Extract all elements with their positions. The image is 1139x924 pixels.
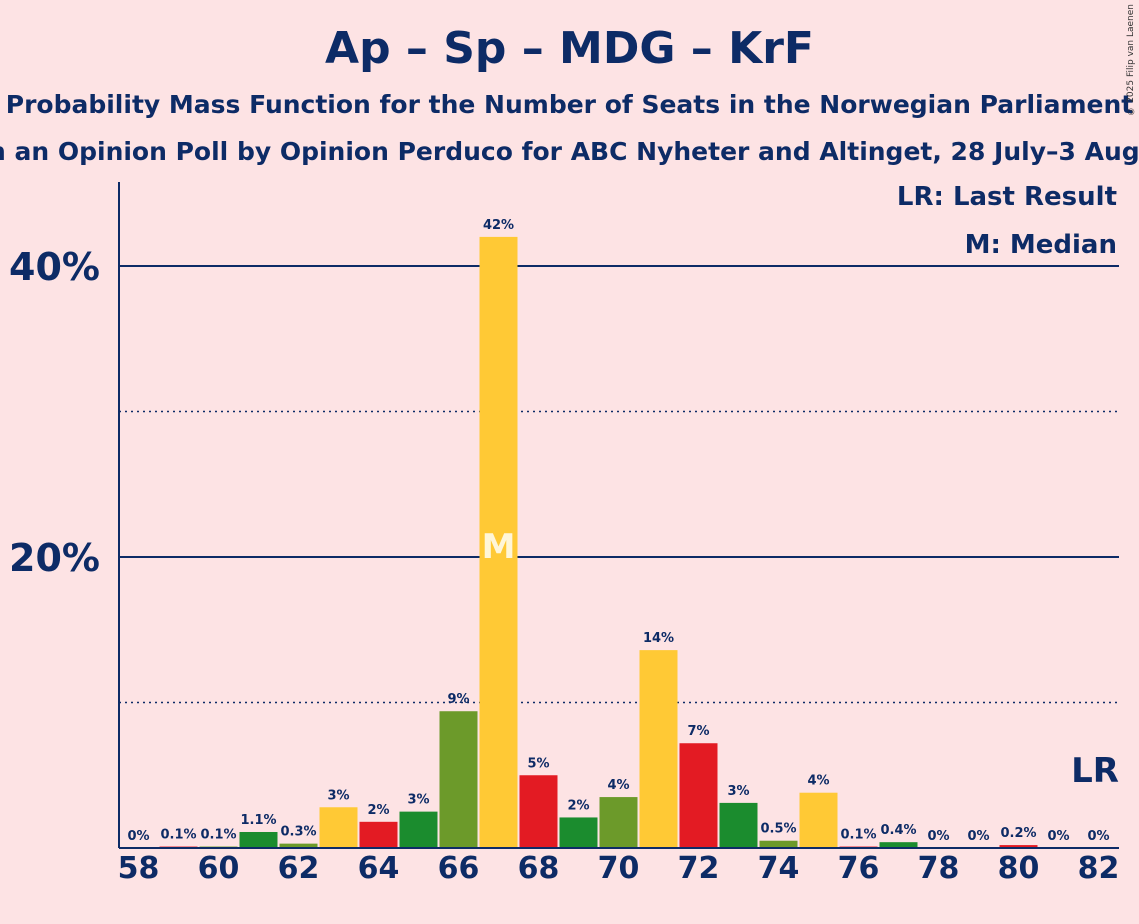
x-tick-label: 68	[518, 851, 560, 886]
bar-label-seat-70: 4%	[607, 778, 629, 793]
bar-label-seat-76: 0.1%	[840, 828, 876, 843]
bar-label-seat-81: 0%	[1047, 829, 1069, 844]
bar-seat-75	[799, 792, 838, 848]
bar-label-seat-62: 0.3%	[280, 825, 316, 840]
bar-label-seat-63: 3%	[327, 788, 349, 803]
bar-label-seat-74: 0.5%	[760, 822, 796, 837]
tick-labels: 20% 40% 58 60 62 64 66 68 70 72 74 76 78 80 82	[9, 245, 1119, 886]
chart-source-text: Based on an Opinion Poll by Opinion Perd…	[0, 137, 1139, 166]
bar-seat-77	[879, 842, 918, 848]
bar-label-seat-71: 14%	[643, 631, 674, 646]
y-tick-label: 40%	[9, 245, 100, 289]
bar-label-seat-67: 42%	[483, 218, 514, 233]
bar-label-seat-72: 7%	[687, 724, 709, 739]
x-tick-label: 66	[438, 851, 480, 886]
bar-seat-65	[399, 811, 438, 848]
bar-label-seat-73: 3%	[727, 784, 749, 799]
chart-title: Ap – Sp – MDG – KrF	[325, 23, 814, 74]
x-tick-label: 72	[678, 851, 720, 886]
chart-source: Based on an Opinion Poll by Opinion Perd…	[0, 134, 1139, 170]
copyright-notice: © 2025 Filip van Laenen	[1126, 4, 1136, 116]
x-tick-label: 82	[1078, 851, 1120, 886]
bar-seat-71	[639, 650, 678, 848]
chart-subtitle: Probability Mass Function for the Number…	[5, 90, 1134, 119]
x-tick-label: 64	[358, 851, 400, 886]
bar-label-seat-66: 9%	[447, 692, 469, 707]
x-tick-label: 70	[598, 851, 640, 886]
legend-last-result: LR: Last Result	[896, 182, 1117, 212]
markers: M LR	[482, 527, 1119, 791]
bar-label-seat-77: 0.4%	[880, 823, 916, 838]
bar-value-labels: 0% 0.1% 0.1% 1.1% 0.3% 3% 2% 3% 9% 42% 5% 2% 4% 14% 7%…	[127, 218, 1109, 844]
bar-seat-61	[239, 831, 278, 848]
bar-label-seat-64: 2%	[367, 803, 389, 818]
x-tick-label: 58	[118, 851, 160, 886]
bar-seat-64	[359, 821, 398, 848]
bar-seat-62	[279, 843, 318, 848]
x-tick-label: 74	[758, 851, 800, 886]
bar-label-seat-75: 4%	[807, 774, 829, 789]
bars	[159, 236, 1038, 848]
bar-seat-70	[599, 797, 638, 848]
bar-label-seat-82: 0%	[1087, 829, 1109, 844]
x-tick-label: 76	[838, 851, 880, 886]
bar-label-seat-60: 0.1%	[200, 828, 236, 843]
bar-seat-68	[519, 775, 558, 848]
bar-label-seat-78: 0%	[927, 829, 949, 844]
bar-seat-74	[759, 840, 798, 848]
bar-seat-72	[679, 743, 718, 848]
bar-seat-73	[719, 802, 758, 848]
y-tick-label: 20%	[9, 536, 100, 580]
axes	[118, 182, 1119, 849]
bar-seat-69	[559, 817, 598, 848]
legend-median: M: Median	[964, 230, 1117, 260]
x-tick-label: 78	[918, 851, 960, 886]
bar-label-seat-65: 3%	[407, 793, 429, 808]
bar-label-seat-61: 1.1%	[240, 813, 276, 828]
gridlines	[119, 265, 1119, 704]
bar-label-seat-68: 5%	[527, 756, 549, 771]
x-tick-label: 62	[278, 851, 320, 886]
bar-seat-63	[319, 807, 358, 848]
bar-label-seat-58: 0%	[127, 829, 149, 844]
bar-seat-66	[439, 711, 478, 848]
bar-label-seat-80: 0.2%	[1000, 826, 1036, 841]
bar-label-seat-59: 0.1%	[160, 828, 196, 843]
last-result-marker: LR	[1071, 751, 1119, 791]
bar-seat-80	[999, 845, 1038, 848]
bar-label-seat-79: 0%	[967, 829, 989, 844]
x-tick-label: 80	[998, 851, 1040, 886]
bar-seat-67	[479, 236, 518, 848]
bar-label-seat-69: 2%	[567, 798, 589, 813]
x-tick-label: 60	[198, 851, 240, 886]
median-marker: M	[482, 527, 516, 567]
